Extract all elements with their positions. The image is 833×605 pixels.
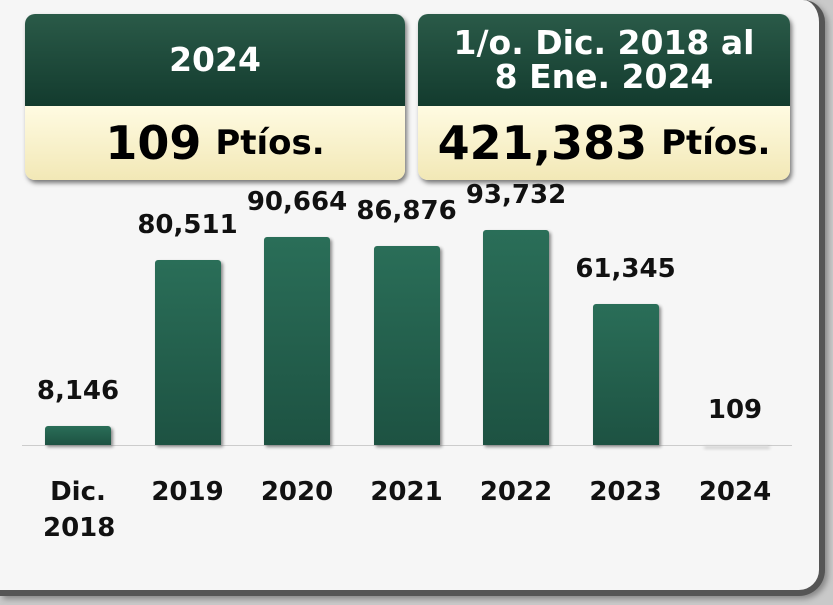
x-tick-label: 2023 — [589, 477, 662, 507]
bar — [373, 245, 440, 445]
panel-value: 109 — [105, 116, 202, 170]
panel-body: 109 Ptíos. — [25, 106, 405, 180]
x-tick-label: 2024 — [698, 477, 772, 507]
bar — [483, 230, 549, 445]
data-label: 109 — [707, 394, 763, 425]
summary-panel: 1/o. Dic. 2018 al 8 Ene. 2024 421,383 Ptí… — [418, 14, 790, 180]
data-label: 80,511 — [137, 210, 238, 241]
baseline — [22, 445, 792, 446]
bar — [592, 304, 659, 445]
panel-value: 421,383 — [437, 116, 648, 170]
data-label: 86,876 — [356, 195, 457, 226]
summary-panel: 2024 109 Ptíos. — [25, 14, 405, 180]
data-label: 93,732 — [465, 180, 567, 210]
panel-title: 1/o. Dic. 2018 al 8 Ene. 2024 — [418, 14, 790, 106]
panel-unit: Ptíos. — [661, 123, 771, 163]
bar — [45, 426, 111, 445]
x-tick-label: 2021 — [370, 477, 443, 507]
x-tick-label: Dic. 2018 — [43, 477, 116, 543]
data-label: 61,345 — [575, 254, 676, 285]
x-tick-label: 2020 — [260, 477, 334, 507]
panel-unit: Ptíos. — [215, 123, 325, 163]
x-tick-label: 2019 — [151, 477, 224, 507]
panel-title: 2024 — [25, 14, 405, 106]
panel-body: 421,383 Ptíos. — [418, 106, 790, 180]
data-label: 90,664 — [246, 187, 348, 218]
bar — [264, 237, 330, 445]
data-label: 8,146 — [36, 376, 120, 407]
bar — [154, 260, 221, 445]
x-tick-label: 2022 — [479, 477, 553, 507]
